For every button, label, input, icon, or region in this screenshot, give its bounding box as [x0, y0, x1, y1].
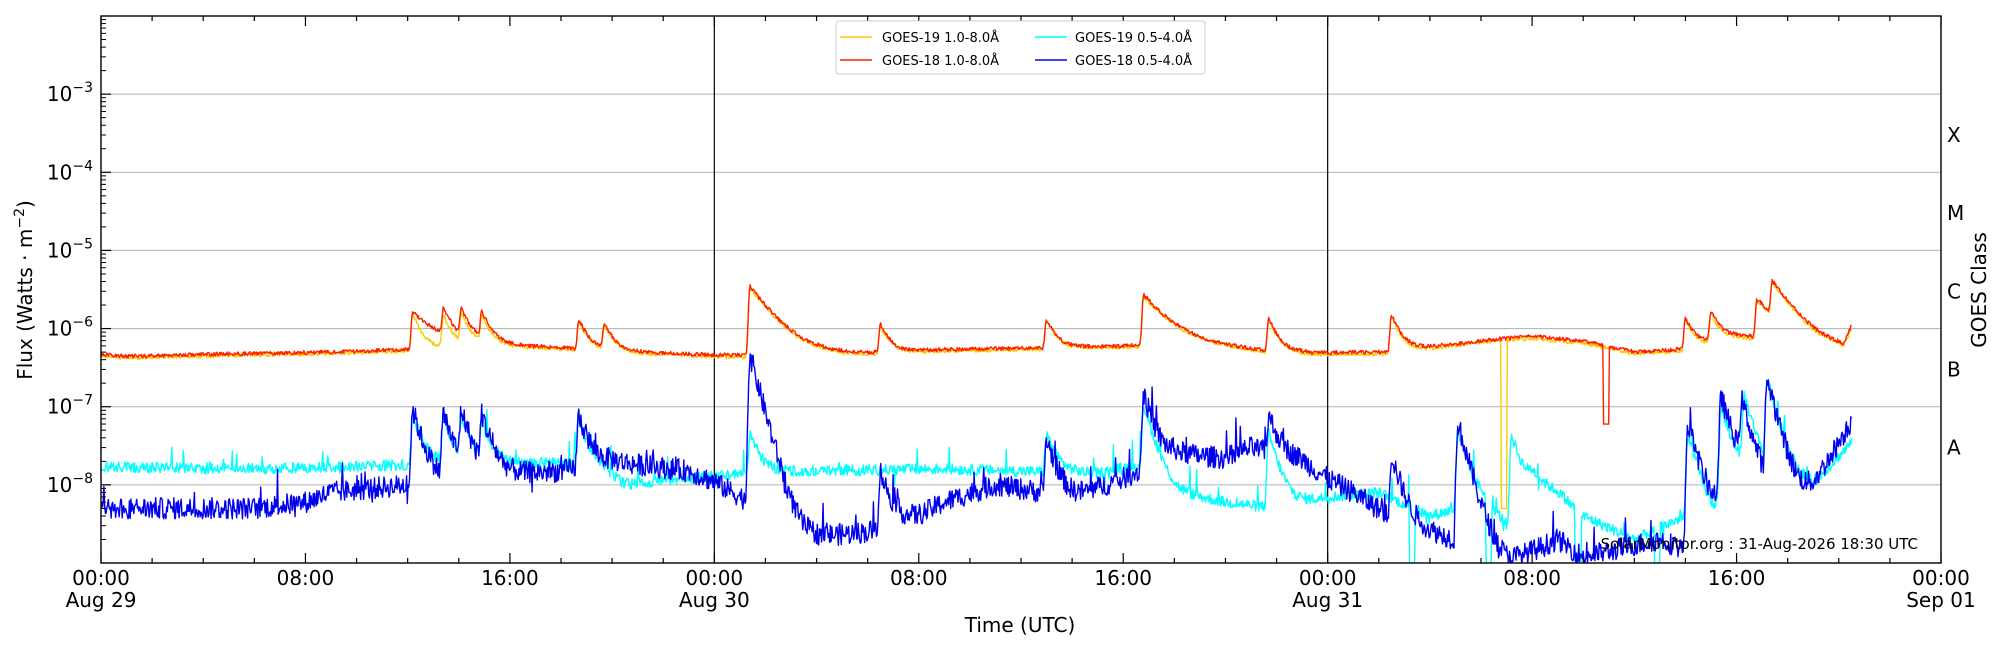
y-tick-label: 10−5: [47, 236, 93, 262]
legend-label-goes19-short: GOES-19 0.5-4.0Å: [1075, 30, 1192, 46]
goes-class-label-x: X: [1947, 123, 1961, 147]
legend: GOES-19 1.0-8.0Å GOES-18 1.0-8.0Å GOES-1…: [835, 20, 1206, 75]
x-tick-label-time: 08:00: [1503, 566, 1561, 590]
series-line-2: [101, 380, 1853, 563]
x-tick-label-date: Aug 31: [1292, 588, 1363, 612]
series-line-3: [101, 353, 1853, 563]
x-tick-label-time: 00:00: [72, 566, 130, 590]
credit-text: SolarMonitor.org : 31-Aug-2026 18:30 UTC: [1601, 535, 1918, 553]
x-tick-label-time: 08:00: [277, 566, 335, 590]
series-line-1: [101, 278, 1852, 425]
legend-label-goes18-short: GOES-18 0.5-4.0Å: [1075, 53, 1192, 69]
y-tick-label: 10−3: [47, 80, 93, 106]
goes-class-label-c: C: [1947, 279, 1961, 303]
y-axis-title: Flux (Watts · m−2): [12, 200, 37, 380]
goes-class-label-b: B: [1947, 357, 1961, 381]
legend-label-goes19-long: GOES-19 1.0-8.0Å: [882, 30, 999, 46]
x-tick-label-time: 16:00: [1094, 566, 1152, 590]
y-axis-title-superscript: −2: [12, 208, 28, 229]
legend-label-goes18-long: GOES-18 1.0-8.0Å: [882, 53, 999, 69]
x-tick-label-time: 00:00: [686, 566, 744, 590]
x-tick-label-time: 00:00: [1299, 566, 1357, 590]
x-axis-title: Time (UTC): [964, 613, 1076, 637]
goes-class-label-a: A: [1947, 436, 1961, 460]
goes-class-label-m: M: [1947, 201, 1964, 225]
goes-class-axis-title: GOES Class: [1967, 232, 1991, 348]
x-tick-label-date: Aug 29: [66, 588, 137, 612]
x-tick-label-time: 16:00: [481, 566, 539, 590]
y-tick-label: 10−7: [47, 393, 93, 419]
x-tick-label-time: 16:00: [1708, 566, 1766, 590]
x-tick-label-time: 00:00: [1912, 566, 1970, 590]
legend-box: [835, 20, 1206, 75]
plot-area: [101, 278, 1853, 563]
x-tick-label-time: 08:00: [890, 566, 948, 590]
y-axis-title-main: Flux (Watts · m: [13, 229, 37, 380]
y-tick-label: 10−6: [47, 315, 93, 341]
y-tick-label: 10−4: [47, 158, 93, 184]
y-axis-title-close: ): [13, 200, 37, 208]
x-tick-label-date: Aug 30: [679, 588, 750, 612]
y-tick-label: 10−8: [47, 471, 93, 497]
x-tick-label-date: Sep 01: [1906, 588, 1976, 612]
